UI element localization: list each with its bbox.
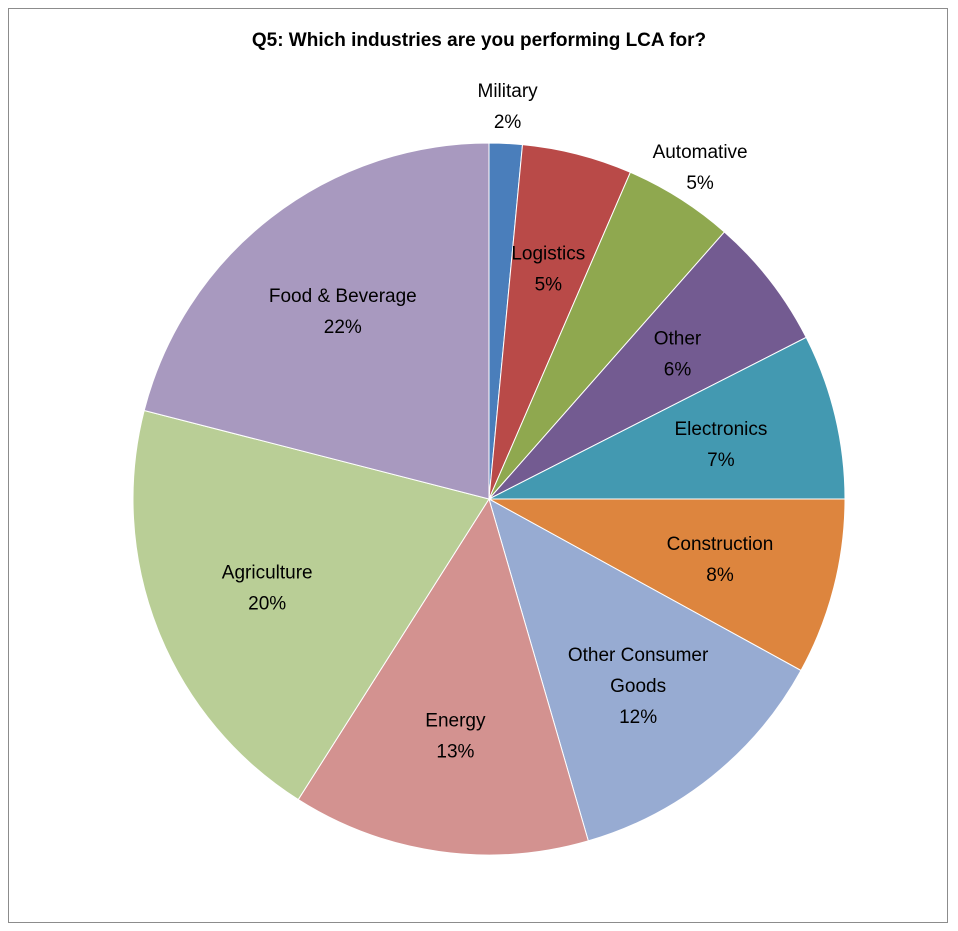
- slice-category-label-8: Agriculture: [222, 562, 313, 583]
- slice-value-label-1: 5%: [535, 275, 563, 296]
- pie-slice-7: [297, 497, 589, 856]
- pie-slice-4: [488, 336, 846, 500]
- slice-category-label-0: Military: [478, 81, 539, 102]
- pie-slice-9: [143, 142, 490, 500]
- slice-value-label-4: 7%: [707, 450, 735, 471]
- slice-value-label-5: 8%: [706, 565, 734, 586]
- slice-category-label-6: Goods: [610, 676, 666, 697]
- slice-category-label-3: Other: [654, 328, 702, 349]
- chart-title: Q5: Which industries are you performing …: [251, 30, 707, 51]
- slice-value-label-7: 13%: [436, 742, 474, 763]
- pie-slice-3: [488, 231, 807, 500]
- pie-slice-6: [488, 497, 802, 842]
- slice-category-label-1: Logistics: [511, 244, 585, 265]
- slice-value-label-6: 12%: [619, 707, 657, 728]
- slice-value-label-2: 5%: [686, 173, 714, 194]
- slice-value-label-8: 20%: [248, 593, 286, 614]
- slice-category-label-6: Other Consumer: [568, 645, 709, 666]
- slice-category-label-7: Energy: [425, 711, 486, 732]
- slice-category-label-2: Automative: [653, 142, 748, 163]
- slice-value-label-0: 2%: [494, 112, 522, 133]
- slice-value-label-3: 6%: [664, 359, 692, 380]
- slice-category-label-9: Food & Beverage: [269, 286, 417, 307]
- slice-value-label-9: 22%: [324, 317, 362, 338]
- slice-category-label-4: Electronics: [674, 419, 767, 440]
- pie-slice-5: [488, 498, 846, 672]
- pie-slice-8: [132, 409, 490, 801]
- slice-category-label-5: Construction: [667, 534, 774, 555]
